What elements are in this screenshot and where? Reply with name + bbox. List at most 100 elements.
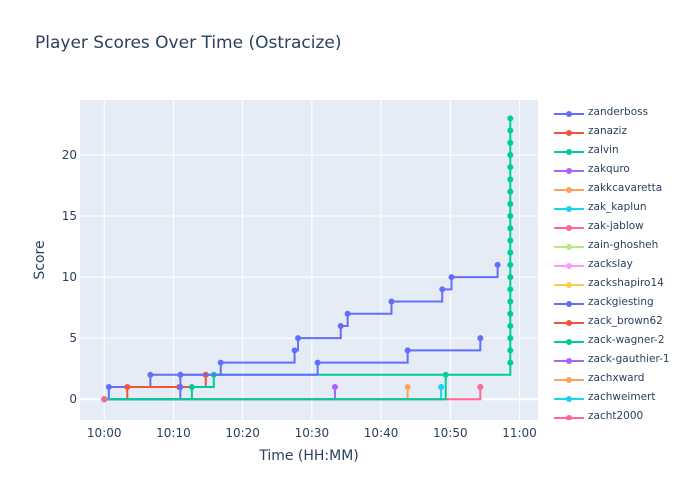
legend-item-zack-gauthier-1[interactable]: zack-gauthier-1: [548, 351, 698, 370]
data-point[interactable]: [404, 384, 411, 391]
legend-label: zackshapiro14: [588, 277, 664, 289]
legend-swatch-marker: [566, 320, 572, 326]
legend-item-zak-jablow[interactable]: zak-jablow: [548, 218, 698, 237]
legend-item-zalvin[interactable]: zalvin: [548, 142, 698, 161]
legend[interactable]: zanderboss zanaziz zalvin zakquro zakkcavare…: [548, 104, 698, 420]
legend-swatch-marker: [566, 301, 572, 307]
chart-title: Player Scores Over Time (Ostracize): [35, 33, 342, 53]
legend-label: zak-jablow: [588, 220, 644, 232]
legend-item-zain-ghosheh[interactable]: zain-ghosheh: [548, 237, 698, 256]
legend-swatch-marker: [566, 396, 572, 402]
plot-background: [80, 100, 538, 420]
data-point[interactable]: [507, 127, 514, 134]
data-point[interactable]: [507, 164, 514, 171]
series-zacht2000[interactable]: [101, 396, 108, 403]
data-point[interactable]: [507, 274, 514, 281]
legend-label: zack-wagner-2: [588, 334, 665, 346]
data-point[interactable]: [439, 286, 446, 293]
data-point[interactable]: [507, 176, 514, 183]
x-tick-label: 10:40: [364, 426, 399, 440]
data-point[interactable]: [507, 200, 514, 207]
legend-item-zakkcavaretta[interactable]: zakkcavaretta: [548, 180, 698, 199]
y-tick-label: 10: [62, 270, 77, 284]
legend-item-zak_kaplun[interactable]: zak_kaplun: [548, 199, 698, 218]
data-point[interactable]: [331, 384, 338, 391]
legend-label: zachxward: [588, 372, 645, 384]
data-point[interactable]: [507, 322, 514, 329]
legend-item-zack_brown62[interactable]: zack_brown62: [548, 313, 698, 332]
data-point[interactable]: [314, 359, 321, 366]
x-tick-label: 10:30: [295, 426, 330, 440]
legend-item-zanderboss[interactable]: zanderboss: [548, 104, 698, 123]
legend-item-zakquro[interactable]: zakquro: [548, 161, 698, 180]
data-point[interactable]: [507, 237, 514, 244]
data-point[interactable]: [337, 322, 344, 329]
data-point[interactable]: [507, 139, 514, 146]
data-point[interactable]: [507, 225, 514, 232]
legend-swatch: [554, 301, 584, 307]
legend-item-zack-wagner-2[interactable]: zack-wagner-2: [548, 332, 698, 351]
legend-item-zachweimert[interactable]: zachweimert: [548, 389, 698, 408]
x-tick-label: 10:10: [156, 426, 191, 440]
data-point[interactable]: [217, 359, 224, 366]
data-point[interactable]: [448, 274, 455, 281]
legend-swatch-marker: [566, 130, 572, 136]
legend-label: zack_brown62: [588, 315, 663, 327]
legend-item-zackshapiro14[interactable]: zackshapiro14: [548, 275, 698, 294]
data-point[interactable]: [344, 310, 351, 317]
data-point[interactable]: [105, 384, 112, 391]
data-point[interactable]: [442, 371, 449, 378]
legend-swatch: [554, 415, 584, 420]
data-point[interactable]: [477, 384, 484, 391]
data-point[interactable]: [295, 335, 302, 342]
data-point[interactable]: [388, 298, 395, 305]
data-point[interactable]: [507, 298, 514, 305]
data-point[interactable]: [507, 261, 514, 268]
y-tick-label: 20: [62, 148, 77, 162]
legend-swatch: [554, 130, 584, 136]
data-point[interactable]: [507, 249, 514, 256]
data-point[interactable]: [177, 384, 184, 391]
legend-swatch-marker: [566, 206, 572, 212]
legend-swatch: [554, 282, 584, 288]
legend-swatch-marker: [566, 168, 572, 174]
legend-swatch: [554, 339, 584, 345]
data-point[interactable]: [291, 347, 298, 354]
legend-swatch: [554, 358, 584, 364]
data-point[interactable]: [404, 347, 411, 354]
data-point[interactable]: [507, 188, 514, 195]
legend-label: zackslay: [588, 258, 633, 270]
x-tick-label: 10:20: [225, 426, 260, 440]
legend-item-zackgiesting[interactable]: zackgiesting: [548, 294, 698, 313]
data-point[interactable]: [438, 384, 445, 391]
data-point[interactable]: [507, 310, 514, 317]
legend-swatch: [554, 244, 584, 250]
data-point[interactable]: [507, 286, 514, 293]
legend-item-zanaziz[interactable]: zanaziz: [548, 123, 698, 142]
x-axis-label: Time (HH:MM): [258, 448, 359, 464]
data-point[interactable]: [177, 371, 184, 378]
legend-swatch: [554, 377, 584, 383]
data-point[interactable]: [477, 335, 484, 342]
data-point[interactable]: [101, 396, 108, 403]
data-point[interactable]: [507, 151, 514, 158]
legend-item-zackslay[interactable]: zackslay: [548, 256, 698, 275]
axis-layer: 10:00 10:10 10:20 10:30 10:40 10:50 11:00 0 5 10 1…: [62, 148, 537, 440]
data-point[interactable]: [507, 335, 514, 342]
data-point[interactable]: [188, 384, 195, 391]
data-point[interactable]: [507, 115, 514, 122]
data-point[interactable]: [507, 213, 514, 220]
legend-label: zanderboss: [588, 106, 649, 118]
legend-label: zakquro: [588, 163, 630, 175]
data-point[interactable]: [507, 359, 514, 366]
legend-item-zachxward[interactable]: zachxward: [548, 370, 698, 389]
legend-swatch: [554, 111, 584, 117]
data-point[interactable]: [124, 384, 131, 391]
legend-swatch-marker: [566, 263, 572, 269]
data-point[interactable]: [147, 371, 154, 378]
legend-item-zacht2000[interactable]: zacht2000: [548, 408, 698, 420]
data-point[interactable]: [494, 261, 501, 268]
data-point[interactable]: [507, 347, 514, 354]
